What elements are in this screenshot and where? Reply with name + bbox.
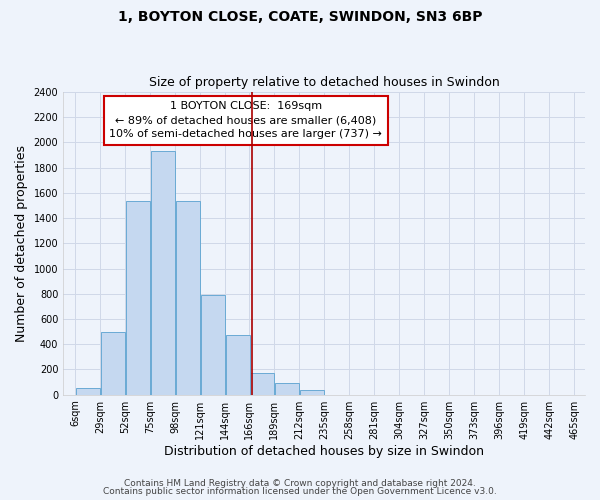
Y-axis label: Number of detached properties: Number of detached properties	[15, 145, 28, 342]
Bar	[226, 336, 250, 394]
Bar	[299, 390, 323, 394]
Bar	[176, 200, 200, 394]
Text: 1, BOYTON CLOSE, COATE, SWINDON, SN3 6BP: 1, BOYTON CLOSE, COATE, SWINDON, SN3 6BP	[118, 10, 482, 24]
Bar	[101, 332, 125, 394]
Text: Contains HM Land Registry data © Crown copyright and database right 2024.: Contains HM Land Registry data © Crown c…	[124, 478, 476, 488]
Bar	[125, 200, 150, 394]
X-axis label: Distribution of detached houses by size in Swindon: Distribution of detached houses by size …	[164, 444, 484, 458]
Bar	[275, 384, 299, 394]
Text: Contains public sector information licensed under the Open Government Licence v3: Contains public sector information licen…	[103, 487, 497, 496]
Title: Size of property relative to detached houses in Swindon: Size of property relative to detached ho…	[149, 76, 499, 90]
Bar	[151, 152, 175, 394]
Bar	[76, 388, 100, 394]
Text: 1 BOYTON CLOSE:  169sqm
← 89% of detached houses are smaller (6,408)
10% of semi: 1 BOYTON CLOSE: 169sqm ← 89% of detached…	[109, 101, 382, 139]
Bar	[250, 372, 274, 394]
Bar	[200, 295, 225, 394]
